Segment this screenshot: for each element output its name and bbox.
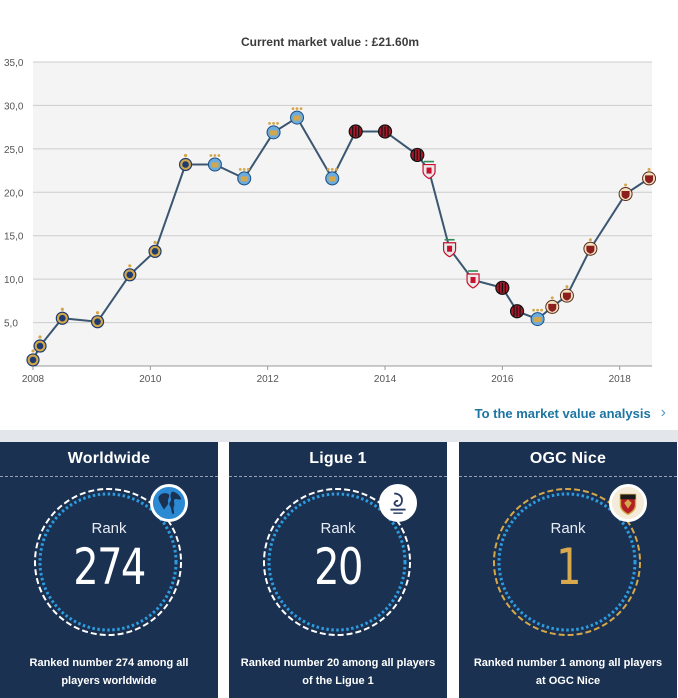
data-point-inter-crest[interactable]	[55, 307, 69, 325]
ogc-nice-crest-icon	[609, 484, 647, 522]
ligue1-logo-icon	[379, 484, 417, 522]
rank-card-worldwide[interactable]: Worldwide Rank 274 Ranked number 274 amo…	[0, 442, 218, 698]
rank-description: Ranked number 20 among all players of th…	[240, 657, 436, 687]
data-point-mancity-crest[interactable]	[266, 121, 281, 140]
data-point-milan-crest[interactable]	[509, 304, 525, 319]
rank-card-title: Worldwide	[67, 450, 151, 467]
rank-card-title: OGC Nice	[529, 450, 607, 467]
rank-card-divider	[0, 476, 218, 477]
data-point-mancity-crest[interactable]	[325, 167, 340, 186]
y-tick-label: 10,0	[4, 275, 24, 286]
data-point-mancity-crest[interactable]	[530, 308, 545, 327]
rank-card-ligue-1[interactable]: Ligue 1 Rank 20 Ranked number 20 among a…	[229, 442, 447, 698]
data-point-milan-crest[interactable]	[377, 124, 393, 139]
y-tick-label: 20,0	[4, 188, 24, 199]
data-point-liverpool-crest[interactable]	[466, 270, 480, 289]
data-point-inter-crest[interactable]	[178, 153, 193, 172]
data-point-nice-crest[interactable]	[642, 167, 657, 186]
data-point-nice-crest[interactable]	[618, 183, 633, 202]
x-tick-label: 2012	[257, 374, 280, 385]
rank-ring	[263, 488, 411, 636]
data-point-inter-crest[interactable]	[26, 349, 40, 367]
market-value-chart: 5,0 10,0 15,0 20,0 25,0 30,0 35,0 2008 2010 2012 2…	[4, 58, 657, 385]
rank-label: Rank	[550, 520, 586, 537]
y-tick-label: 35,0	[4, 58, 24, 69]
x-tick-label: 2008	[22, 374, 45, 385]
plot-area	[33, 62, 652, 366]
data-point-milan-crest[interactable]	[495, 280, 510, 295]
rank-card-title: Ligue 1	[309, 450, 367, 467]
market-value-analysis-link[interactable]: To the market value analysis ›	[475, 404, 666, 422]
data-point-nice-crest[interactable]	[559, 285, 574, 303]
x-tick-label: 2014	[374, 374, 397, 385]
data-point-nice-crest[interactable]	[583, 238, 598, 256]
x-tick-label: 2018	[609, 374, 632, 385]
market-value-chart-panel: Current market value : £21.60m 5,0 10,0 15…	[4, 35, 657, 385]
data-point-inter-crest[interactable]	[90, 311, 105, 329]
data-point-inter-crest[interactable]	[33, 335, 47, 353]
x-tick-label: 2016	[491, 374, 514, 385]
rank-card-ogc-nice[interactable]: OGC Nice Rank 1 Ranked number 1 among al…	[459, 442, 677, 698]
data-point-inter-crest[interactable]	[148, 240, 162, 258]
data-point-mancity-crest[interactable]	[237, 167, 252, 186]
y-tick-label: 15,0	[4, 232, 24, 243]
rank-description: Ranked number 274 among all players worl…	[29, 657, 189, 687]
data-point-mancity-crest[interactable]	[207, 154, 222, 172]
rank-description: Ranked number 1 among all players at OGC…	[473, 657, 663, 687]
x-tick-label: 2010	[139, 374, 162, 385]
rank-value: 20	[314, 538, 363, 596]
rank-value: 1	[556, 538, 581, 596]
data-point-inter-crest[interactable]	[123, 264, 137, 282]
chart-title: Current market value : £21.60m	[240, 35, 420, 49]
section-divider	[0, 430, 678, 442]
rank-ring	[34, 488, 182, 636]
market-value-analysis-link-label: To the market value analysis	[474, 405, 651, 421]
rank-card-divider	[459, 476, 677, 477]
rank-value: 274	[73, 538, 146, 596]
y-tick-label: 5,0	[4, 319, 18, 330]
chevron-right-icon: ›	[660, 404, 666, 421]
data-point-mancity-crest[interactable]	[290, 107, 305, 125]
y-tick-label: 30,0	[4, 101, 24, 112]
rank-ring	[493, 488, 641, 636]
globe-icon	[150, 484, 188, 522]
data-point-milan-crest[interactable]	[410, 147, 425, 163]
data-point-liverpool-crest[interactable]	[422, 160, 436, 180]
data-point-liverpool-crest[interactable]	[442, 238, 457, 258]
rank-label: Rank	[320, 520, 356, 537]
data-point-milan-crest[interactable]	[348, 124, 363, 139]
rank-label: Rank	[91, 520, 127, 537]
y-tick-label: 25,0	[4, 145, 24, 156]
data-point-nice-crest[interactable]	[545, 296, 560, 314]
rank-card-divider	[229, 476, 447, 477]
